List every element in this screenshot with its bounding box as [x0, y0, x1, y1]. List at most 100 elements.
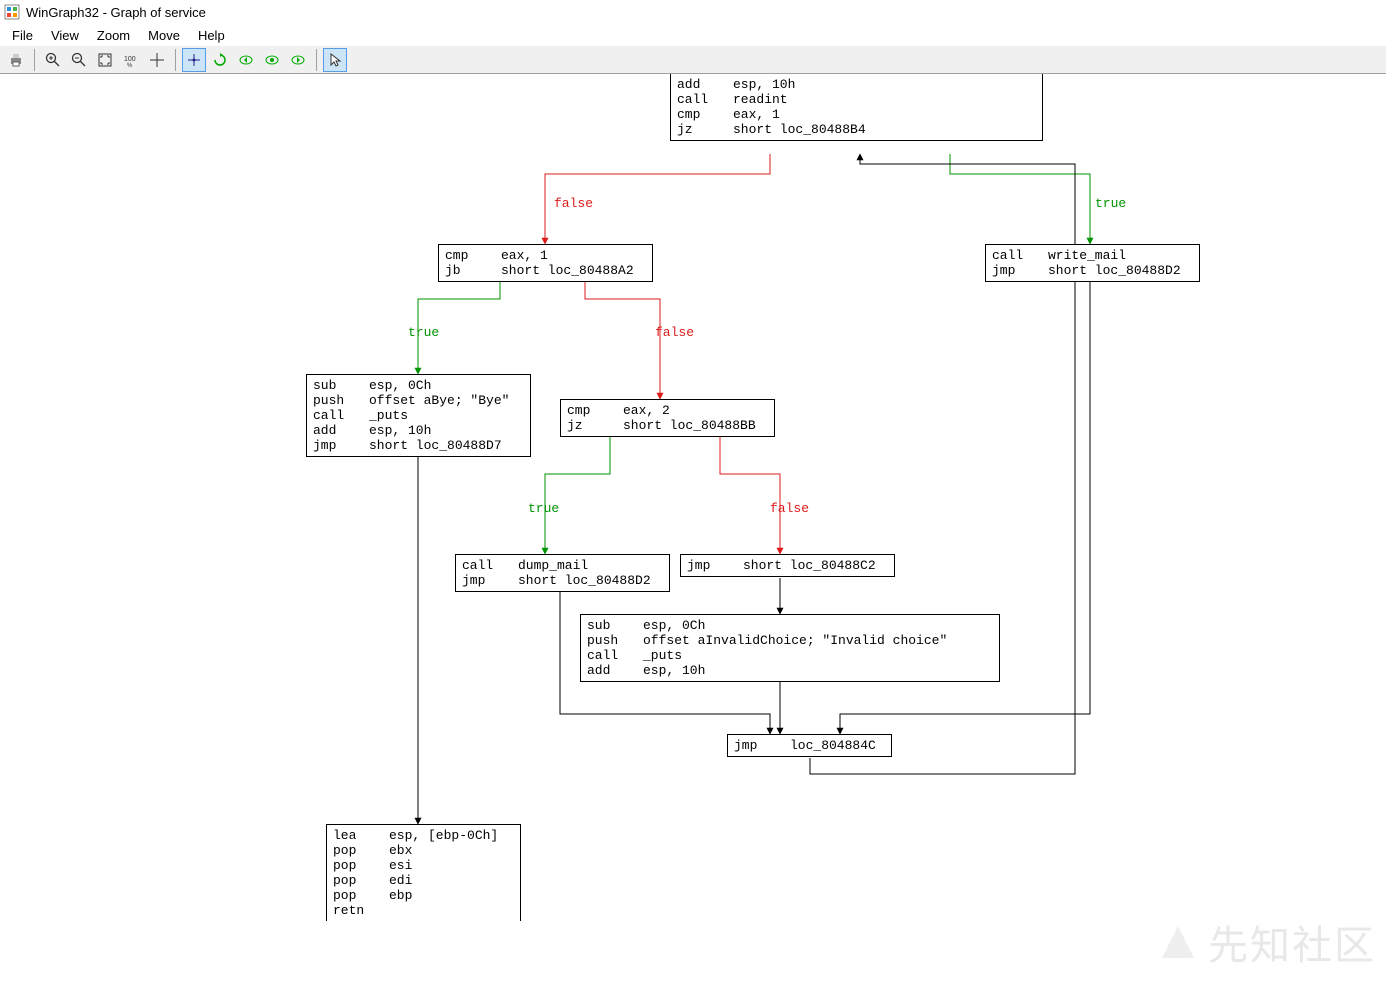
- asm-operand: ebp: [389, 888, 502, 903]
- menu-file[interactable]: File: [4, 26, 41, 45]
- watermark: 先知社区: [1156, 913, 1376, 971]
- asm-operand: esp, 10h: [733, 77, 870, 92]
- asm-mnemonic: pop: [333, 888, 389, 903]
- fit-window-icon[interactable]: [93, 48, 117, 72]
- window-titlebar: WinGraph32 - Graph of service: [0, 0, 1386, 24]
- asm-operand: short loc_80488B4: [733, 122, 870, 137]
- asm-mnemonic: pop: [333, 843, 389, 858]
- graph-node[interactable]: addesp, 10hcallreadintcmpeax, 1jzshort l…: [670, 74, 1043, 141]
- asm-mnemonic: pop: [333, 858, 389, 873]
- edge-label: true: [528, 501, 559, 516]
- asm-mnemonic: pop: [333, 873, 389, 888]
- graph-node[interactable]: jmpshort loc_80488C2: [680, 554, 895, 577]
- edge-label: false: [770, 501, 809, 516]
- asm-mnemonic: jz: [677, 122, 733, 137]
- asm-operand: esp, 0Ch: [369, 378, 513, 393]
- asm-mnemonic: sub: [313, 378, 369, 393]
- refresh-icon[interactable]: [208, 48, 232, 72]
- asm-mnemonic: jz: [567, 418, 623, 433]
- menu-view[interactable]: View: [43, 26, 87, 45]
- asm-operand: esp, 0Ch: [643, 618, 951, 633]
- asm-operand: esp, 10h: [369, 423, 513, 438]
- edge-label: false: [554, 196, 593, 211]
- graph-node[interactable]: cmpeax, 1jbshort loc_80488A2: [438, 244, 653, 282]
- nav-right-icon[interactable]: [286, 48, 310, 72]
- graph-node[interactable]: subesp, 0Chpushoffset aBye; "Bye"call_pu…: [306, 374, 531, 457]
- graph-node[interactable]: leaesp, [ebp-0Ch]popebxpopesipopedipopeb…: [326, 824, 521, 921]
- asm-mnemonic: call: [313, 408, 369, 423]
- asm-operand: [389, 903, 502, 918]
- edge-label: false: [655, 325, 694, 340]
- asm-mnemonic: sub: [587, 618, 643, 633]
- asm-operand: write_mail: [1048, 248, 1185, 263]
- asm-mnemonic: jb: [445, 263, 501, 278]
- toolbar-separator: [175, 49, 176, 71]
- asm-mnemonic: cmp: [445, 248, 501, 263]
- svg-text:%: %: [127, 63, 133, 68]
- graph-node[interactable]: jmploc_804884C: [727, 734, 892, 757]
- menu-help[interactable]: Help: [190, 26, 233, 45]
- crosshair-icon[interactable]: [145, 48, 169, 72]
- asm-operand: eax, 1: [501, 248, 638, 263]
- asm-mnemonic: retn: [333, 903, 389, 918]
- asm-operand: _puts: [369, 408, 513, 423]
- asm-mnemonic: jmp: [462, 573, 518, 588]
- graph-node[interactable]: callwrite_mailjmpshort loc_80488D2: [985, 244, 1200, 282]
- origin-icon[interactable]: [182, 48, 206, 72]
- asm-operand: short loc_80488D2: [518, 573, 655, 588]
- asm-mnemonic: jmp: [734, 738, 790, 753]
- toolbar-separator: [34, 49, 35, 71]
- menubar: File View Zoom Move Help: [0, 24, 1386, 46]
- asm-mnemonic: push: [587, 633, 643, 648]
- asm-mnemonic: lea: [333, 828, 389, 843]
- cursor-icon[interactable]: [323, 48, 347, 72]
- graph-node[interactable]: subesp, 0Chpushoffset aInvalidChoice; "I…: [580, 614, 1000, 682]
- asm-operand: short loc_80488C2: [743, 558, 880, 573]
- asm-mnemonic: call: [462, 558, 518, 573]
- asm-operand: offset aInvalidChoice; "Invalid choice": [643, 633, 951, 648]
- asm-mnemonic: jmp: [313, 438, 369, 453]
- asm-mnemonic: cmp: [677, 107, 733, 122]
- asm-operand: short loc_80488A2: [501, 263, 638, 278]
- asm-operand: short loc_80488D7: [369, 438, 513, 453]
- graph-node[interactable]: calldump_mailjmpshort loc_80488D2: [455, 554, 670, 592]
- asm-mnemonic: add: [677, 77, 733, 92]
- nav-center-icon[interactable]: [260, 48, 284, 72]
- graph-node[interactable]: cmpeax, 2jzshort loc_80488BB: [560, 399, 775, 437]
- asm-operand: offset aBye; "Bye": [369, 393, 513, 408]
- asm-operand: readint: [733, 92, 870, 107]
- asm-mnemonic: add: [313, 423, 369, 438]
- asm-operand: eax, 1: [733, 107, 870, 122]
- asm-operand: short loc_80488BB: [623, 418, 760, 433]
- asm-operand: short loc_80488D2: [1048, 263, 1185, 278]
- svg-text:100: 100: [124, 56, 136, 63]
- window-title: WinGraph32 - Graph of service: [26, 5, 206, 20]
- asm-operand: ebx: [389, 843, 502, 858]
- asm-mnemonic: call: [587, 648, 643, 663]
- toolbar-separator: [316, 49, 317, 71]
- menu-move[interactable]: Move: [140, 26, 188, 45]
- asm-mnemonic: call: [992, 248, 1048, 263]
- graph-canvas[interactable]: addesp, 10hcallreadintcmpeax, 1jzshort l…: [0, 74, 1386, 981]
- asm-operand: eax, 2: [623, 403, 760, 418]
- asm-operand: esi: [389, 858, 502, 873]
- app-icon: [4, 4, 20, 20]
- zoom-in-icon[interactable]: [41, 48, 65, 72]
- asm-mnemonic: cmp: [567, 403, 623, 418]
- print-icon[interactable]: [4, 48, 28, 72]
- asm-mnemonic: add: [587, 663, 643, 678]
- asm-operand: _puts: [643, 648, 951, 663]
- edge-label: true: [1095, 196, 1126, 211]
- asm-operand: loc_804884C: [790, 738, 880, 753]
- asm-mnemonic: jmp: [687, 558, 743, 573]
- asm-operand: esp, 10h: [643, 663, 951, 678]
- edge-label: true: [408, 325, 439, 340]
- asm-mnemonic: call: [677, 92, 733, 107]
- asm-operand: esp, [ebp-0Ch]: [389, 828, 502, 843]
- zoom-100-icon[interactable]: 100%: [119, 48, 143, 72]
- asm-mnemonic: push: [313, 393, 369, 408]
- nav-left-icon[interactable]: [234, 48, 258, 72]
- graph-edges: [0, 74, 1386, 981]
- zoom-out-icon[interactable]: [67, 48, 91, 72]
- menu-zoom[interactable]: Zoom: [89, 26, 138, 45]
